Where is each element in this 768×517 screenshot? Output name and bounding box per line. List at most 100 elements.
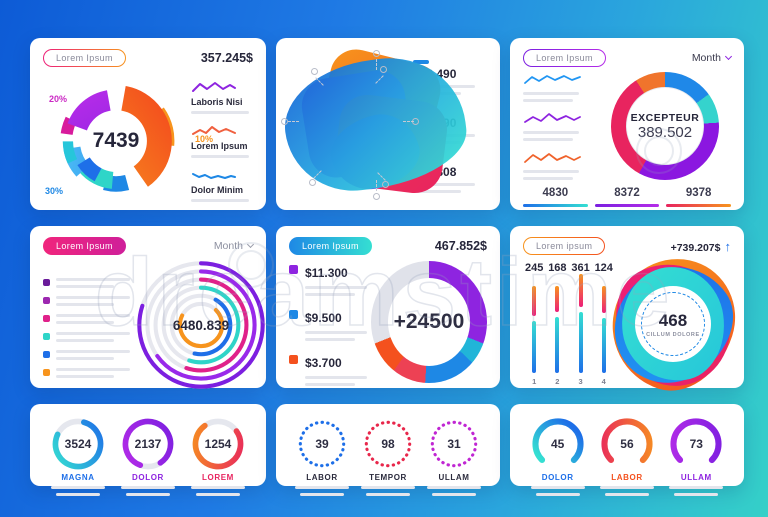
placeholder-text-line xyxy=(300,493,344,496)
placeholder-text-line xyxy=(56,314,130,317)
bar-top-segment xyxy=(601,286,606,313)
chevron-down-icon xyxy=(246,240,255,249)
month-dropdown[interactable]: Month xyxy=(692,52,733,64)
ring-gauge-svg xyxy=(122,418,174,470)
placeholder-text-line xyxy=(126,493,170,496)
bar-value: 361 xyxy=(571,262,590,274)
sparkline-purple-icon xyxy=(192,82,236,92)
arc-gauge-label: DOLOR xyxy=(541,473,574,482)
counter-tempor: 98 TEMPOR xyxy=(356,418,420,496)
bar-group: 124 4 xyxy=(595,262,613,386)
mini-bar-chart: 245 1 168 2 361 3 1 2 xyxy=(523,260,615,386)
dotted-circle-svg xyxy=(298,420,346,468)
legend-value: $3.700 xyxy=(305,356,342,370)
placeholder-text-line xyxy=(413,189,461,193)
placeholder-text-line xyxy=(535,493,580,496)
placeholder-text-line xyxy=(427,486,481,489)
placeholder-text-line xyxy=(56,296,130,299)
placeholder-text-line xyxy=(523,92,579,95)
badge-lorem-ipsum: Lorem Ipsum xyxy=(289,237,372,255)
flower-center-label: CILLUM DOLORE xyxy=(646,331,700,338)
counter-value: 39 xyxy=(315,437,329,451)
legend-bullet-icon xyxy=(289,310,298,319)
legend-item xyxy=(43,332,130,342)
marker-circle-icon xyxy=(373,193,380,200)
legend-bullet-icon xyxy=(43,369,50,376)
placeholder-text-line xyxy=(523,138,573,141)
placeholder-text-line xyxy=(196,493,240,496)
legend-bullet-icon xyxy=(43,279,50,286)
bar-bottom-segment xyxy=(532,321,537,373)
sparkline-blue-icon xyxy=(192,173,236,179)
legend-item xyxy=(43,368,130,378)
pct-label-blue: 30% xyxy=(45,186,64,196)
placeholder-text-line xyxy=(191,111,249,114)
counter-value: 98 xyxy=(381,437,395,451)
placeholder-text-line xyxy=(674,493,719,496)
card-exceptuer-donut: Lorem Ipsum Month xyxy=(510,38,744,210)
legend-bullet-icon xyxy=(43,351,50,358)
gauge-dolor: 2137 DOLOR xyxy=(116,418,180,496)
stat-dolor-minim: Dolor Minim xyxy=(191,168,253,202)
card-progress-donut: Lorem Ipsum 467.852$ $11.300 $9.500 xyxy=(276,226,500,388)
dashboard-grid: Lorem Ipsum 357.245$ xyxy=(30,38,755,496)
kpi-amount: 467.852$ xyxy=(434,239,487,253)
placeholder-text-line xyxy=(56,493,100,496)
bar-bottom-segment xyxy=(578,311,583,373)
badge-lorem-ipsum: Lorem Ipsum xyxy=(523,49,606,67)
gauge-label: LOREM xyxy=(202,473,234,482)
sparkline-purple-wave-icon xyxy=(524,113,581,123)
month-dropdown-label: Month xyxy=(213,240,243,252)
counter-label: LABOR xyxy=(306,473,338,482)
marker-circle-icon xyxy=(281,118,288,125)
month-dropdown[interactable]: Month xyxy=(213,240,255,252)
legend-item-purple: $11.300 xyxy=(289,264,371,296)
counter-label: ULLAM xyxy=(438,473,470,482)
card-arc-gauges: 45 DOLOR 56 LABOR xyxy=(510,404,744,496)
placeholder-text-line xyxy=(191,486,245,489)
placeholder-text-line xyxy=(56,350,130,353)
marker-circle-icon xyxy=(309,179,316,186)
gauge-value: 3524 xyxy=(64,437,92,451)
card-blob-shapes: 356 490 738 590 274 808 xyxy=(276,38,500,210)
counter-value: 31 xyxy=(447,437,461,451)
footer-metric: 8372 xyxy=(594,187,660,207)
bar-x-label: 1 xyxy=(532,377,537,386)
spark-item-blue xyxy=(523,72,599,102)
legend-bullet-icon xyxy=(43,297,50,304)
bar-top-segment xyxy=(555,286,560,312)
gauge-label: MAGNA xyxy=(61,473,95,482)
bar-group: 361 3 xyxy=(571,262,589,386)
spark-item-orange xyxy=(523,150,599,180)
legend-item-orange: $3.700 xyxy=(289,354,371,386)
placeholder-text-line xyxy=(669,486,724,489)
placeholder-text-line xyxy=(366,493,410,496)
arc-gauge-svg xyxy=(601,418,653,470)
bar-bottom-segment xyxy=(601,318,606,373)
flower-center-circle: 468 CILLUM DOLORE xyxy=(634,286,711,362)
radial-chart-svg xyxy=(137,261,265,389)
arc-gauge-label: ULLAM xyxy=(680,473,712,482)
placeholder-text-line xyxy=(523,131,579,134)
legend-value: $11.300 xyxy=(305,266,348,280)
ring-gauge-svg xyxy=(52,418,104,470)
footer-value: 9378 xyxy=(685,187,712,199)
placeholder-text-line xyxy=(305,286,367,289)
bar-top-segment xyxy=(532,286,537,316)
bar-top-segment xyxy=(578,274,583,307)
gauge-value: 2137 xyxy=(134,437,162,451)
placeholder-text-line xyxy=(432,493,476,496)
arc-gauge-labor: 56 LABOR xyxy=(595,418,659,496)
spark-item-purple xyxy=(523,111,599,141)
placeholder-text-line xyxy=(56,357,114,360)
placeholder-text-line xyxy=(295,486,349,489)
placeholder-text-line xyxy=(305,338,355,341)
placeholder-text-line xyxy=(56,332,130,335)
stat-label: Dolor Minim xyxy=(191,185,243,195)
arc-gauge-label: LABOR xyxy=(611,473,643,482)
rose-chart: 7439 20% 10% 30% xyxy=(41,68,213,214)
gauge-magna: 3524 MAGNA xyxy=(46,418,110,496)
arc-gauge-svg xyxy=(670,418,722,470)
arc-gauge-value: 73 xyxy=(689,437,703,451)
bar-x-label: 3 xyxy=(578,377,583,386)
